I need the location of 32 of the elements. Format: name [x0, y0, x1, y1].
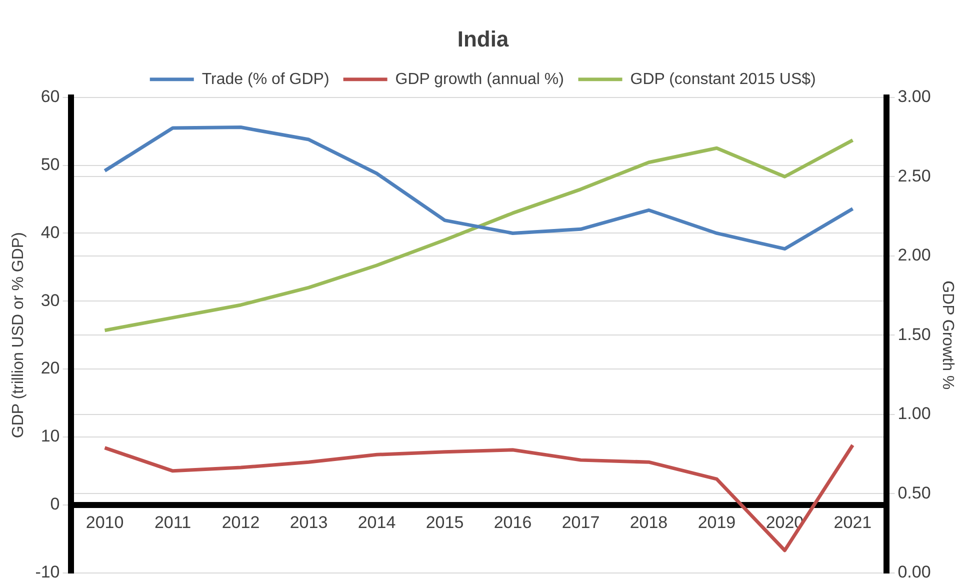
y-tick-label: 60: [40, 87, 60, 106]
x-tick-label: 2013: [290, 512, 328, 532]
y-tick-label: 30: [40, 290, 60, 310]
x-tick-label: 2012: [222, 512, 260, 532]
y-tick-label: 40: [40, 222, 60, 242]
x-tick-label: 2018: [630, 512, 668, 532]
x-tick-label: 2021: [834, 512, 872, 532]
x-tick-label: 2014: [358, 512, 396, 532]
legend-label: GDP growth (annual %): [395, 70, 564, 88]
y2-tick-label: 1.00: [898, 404, 931, 424]
x-tick-label: 2015: [426, 512, 464, 532]
legend-label: Trade (% of GDP): [202, 70, 330, 88]
y2-tick-label: 3.00: [898, 87, 931, 106]
x-tick-label: 2019: [698, 512, 736, 532]
y2-tick-label: 0.00: [898, 562, 931, 582]
y-tick-label: -10: [35, 562, 60, 582]
y2-axis-title: GDP Growth %: [938, 280, 956, 390]
x-tick-label: 2017: [562, 512, 600, 532]
y-tick-label: 0: [50, 494, 60, 514]
x-tick-label: 2010: [86, 512, 124, 532]
x-tick-label: 2016: [494, 512, 532, 532]
y2-tick-label: 2.50: [898, 166, 931, 186]
legend-label: GDP (constant 2015 US$): [630, 70, 816, 88]
y-axis-title: GDP (trillion USD or % GDP): [10, 232, 28, 438]
y-tick-label: 20: [40, 358, 60, 378]
y2-tick-label: 2.00: [898, 246, 931, 265]
y-tick-label: 50: [40, 155, 60, 174]
y2-tick-label: 1.50: [898, 324, 931, 344]
y-tick-label: 10: [40, 426, 60, 446]
y2-tick-label: 0.50: [898, 483, 931, 502]
chart-title: India: [457, 26, 510, 52]
x-tick-label: 2011: [154, 512, 192, 532]
